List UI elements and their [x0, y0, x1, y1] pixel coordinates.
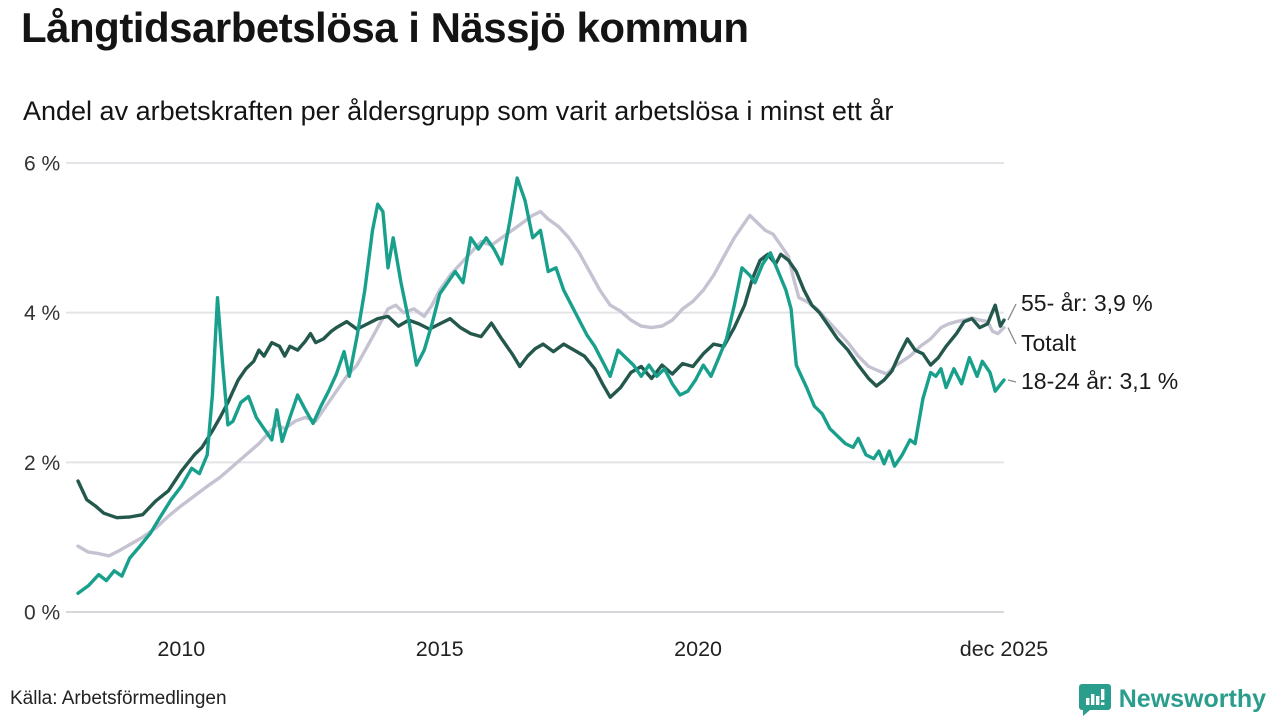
series-annotation-label: 55- år: 3,9 % [1021, 290, 1153, 316]
series-line-18-24-r [76, 176, 1006, 595]
brand-name: Newsworthy [1118, 684, 1266, 713]
series-annotation-label: 18-24 år: 3,1 % [1021, 368, 1178, 394]
x-tick-label: 2010 [157, 637, 205, 661]
x-tick-label: 2020 [674, 637, 722, 661]
newsworthy-logo[interactable]: Newsworthy [1078, 682, 1266, 716]
y-tick-label: 4 % [24, 302, 60, 325]
y-tick-label: 6 % [24, 153, 60, 176]
chart-subtitle: Andel av arbetskraften per åldersgrupp s… [23, 96, 894, 126]
x-tick-label: dec 2025 [960, 637, 1049, 661]
source-text: Källa: Arbetsförmedlingen [10, 688, 227, 709]
series-annotation-label: Totalt [1021, 330, 1077, 356]
y-tick-label: 0 % [24, 602, 60, 625]
series-line-55-r [76, 252, 1006, 520]
annotation-leader-line [1007, 327, 1017, 345]
annotation-leader-line [1007, 303, 1017, 321]
newsworthy-bar-chart-icon [1078, 684, 1111, 716]
series-line-totalt [76, 209, 1006, 558]
annotation-leader-line [1007, 379, 1017, 383]
x-tick-label: 2015 [416, 637, 464, 661]
page-title: Långtidsarbetslösa i Nässjö kommun [21, 4, 749, 51]
y-tick-label: 2 % [24, 452, 60, 475]
